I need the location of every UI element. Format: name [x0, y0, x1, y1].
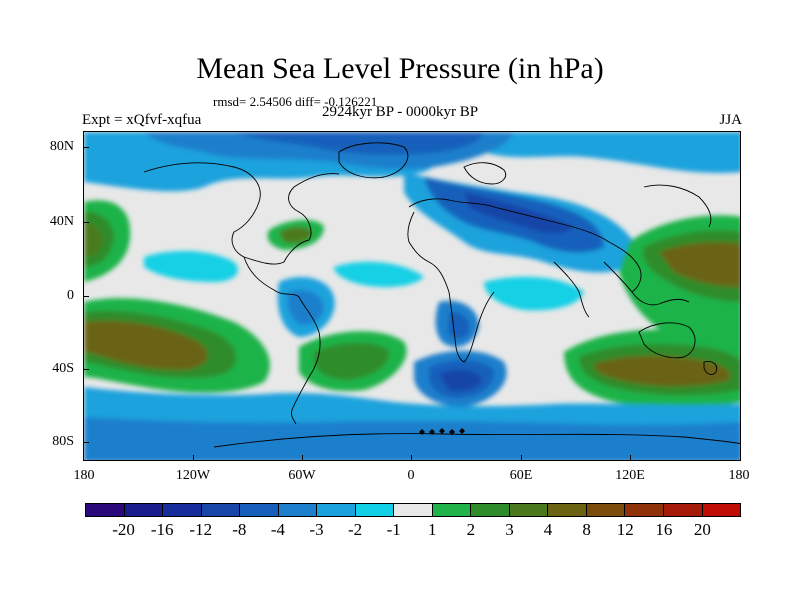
lon-label-60w: 60W [288, 468, 316, 483]
lon-label-60e: 60E [509, 468, 533, 483]
colorbar-swatch [471, 504, 510, 516]
pressure-map [83, 131, 741, 461]
colorbar-swatch [394, 504, 433, 516]
lon-label-180e: 180 [728, 468, 750, 483]
lon-label-180w: 180 [73, 468, 95, 483]
lat-tick [83, 147, 89, 148]
lat-label-40n: 40N [49, 214, 74, 229]
lat-label-40s: 40S [52, 361, 74, 376]
colorbar-label: 8 [582, 520, 591, 539]
lon-tick [193, 455, 194, 461]
season-label: JJA [719, 112, 742, 128]
colorbar-label: -16 [150, 520, 174, 539]
experiment-label: Expt = xQfvf-xqfua [82, 112, 202, 128]
colorbar-label: -3 [309, 520, 324, 539]
lon-tick [302, 455, 303, 461]
colorbar-swatch [432, 504, 472, 516]
colorbar-label: -4 [270, 520, 286, 539]
colorbar-label: 16 [655, 520, 673, 539]
lat-tick [83, 222, 89, 223]
colorbar-label: -2 [348, 520, 363, 539]
colorbar-swatch [586, 504, 626, 516]
lon-label-120e: 120E [615, 468, 645, 483]
colorbar-swatch [702, 504, 741, 516]
lon-tick [411, 455, 412, 461]
rmsd-diff-stats: rmsd= 2.54506 diff= -0.126221 [213, 94, 378, 109]
colorbar-swatch [86, 504, 125, 516]
colorbar-label: -12 [189, 520, 213, 539]
colorbar-swatch [548, 504, 587, 516]
colorbar-label: 4 [543, 520, 553, 539]
colorbar-label: -20 [112, 520, 135, 539]
colorbar-swatch [278, 504, 318, 516]
lat-tick [83, 369, 89, 370]
lat-tick [83, 296, 89, 297]
colorbar-swatch [317, 504, 356, 516]
lat-tick [83, 442, 89, 443]
colorbar-label: 2 [466, 520, 476, 539]
colorbar [85, 503, 741, 517]
colorbar-swatch [625, 504, 664, 516]
colorbar-label: 1 [428, 520, 437, 539]
colorbar-label: 20 [693, 520, 711, 539]
colorbar-swatch [124, 504, 164, 516]
lon-tick [630, 455, 631, 461]
lon-label-120w: 120W [175, 468, 211, 483]
time-period: 2924kyr BP - 0000kyr BP [321, 104, 479, 120]
lat-label-80n: 80N [49, 139, 74, 154]
colorbar-label: -1 [386, 520, 401, 539]
colorbar-label: 12 [616, 520, 634, 539]
lon-tick [521, 455, 522, 461]
chart-title: Mean Sea Level Pressure (in hPa) [196, 52, 604, 85]
colorbar-label: -8 [232, 520, 247, 539]
colorbar-label: 3 [505, 520, 514, 539]
lat-label-0: 0 [67, 288, 74, 303]
colorbar-swatch [240, 504, 279, 516]
colorbar-swatch [663, 504, 703, 516]
colorbar-swatch [201, 504, 241, 516]
lat-label-80s: 80S [52, 434, 74, 449]
colorbar-swatch [509, 504, 549, 516]
lon-label-0: 0 [407, 468, 415, 483]
colorbar-swatch [355, 504, 395, 516]
colorbar-swatch [163, 504, 202, 516]
